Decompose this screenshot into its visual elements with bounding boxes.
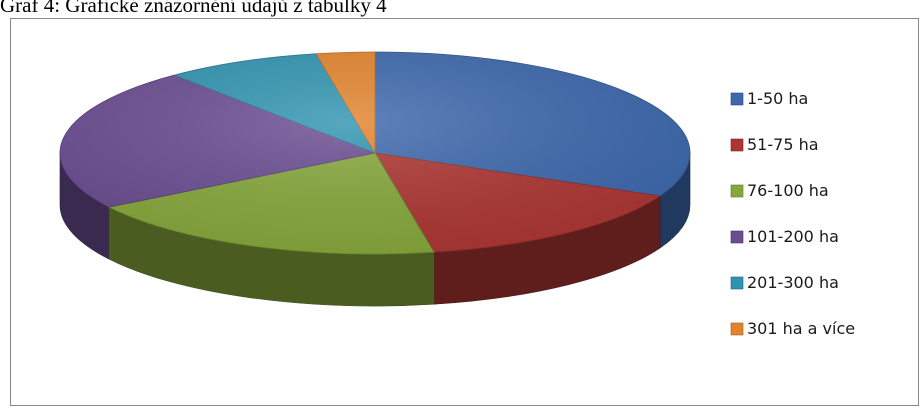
legend-swatch-5 xyxy=(730,276,744,290)
legend-swatch-4 xyxy=(730,230,744,244)
legend-swatch-1 xyxy=(730,92,744,106)
legend-label-5: 201-300 ha xyxy=(747,273,839,292)
legend-label-2: 51-75 ha xyxy=(747,135,819,154)
legend-label-3: 76-100 ha xyxy=(747,181,829,200)
legend-label-6: 301 ha a více xyxy=(747,319,855,338)
chart-caption: Graf 4: Grafické znázornění údajů z tabu… xyxy=(0,0,387,17)
legend-swatch-2 xyxy=(730,138,744,152)
legend-swatch-3 xyxy=(730,184,744,198)
legend-swatch-6 xyxy=(730,322,744,336)
legend-label-1: 1-50 ha xyxy=(747,89,808,108)
chart-legend: 1-50 ha 51-75 ha 76-100 ha 101-200 ha 201-30… xyxy=(730,89,855,338)
legend-label-4: 101-200 ha xyxy=(747,227,839,246)
pie-top-sheen xyxy=(60,52,690,254)
